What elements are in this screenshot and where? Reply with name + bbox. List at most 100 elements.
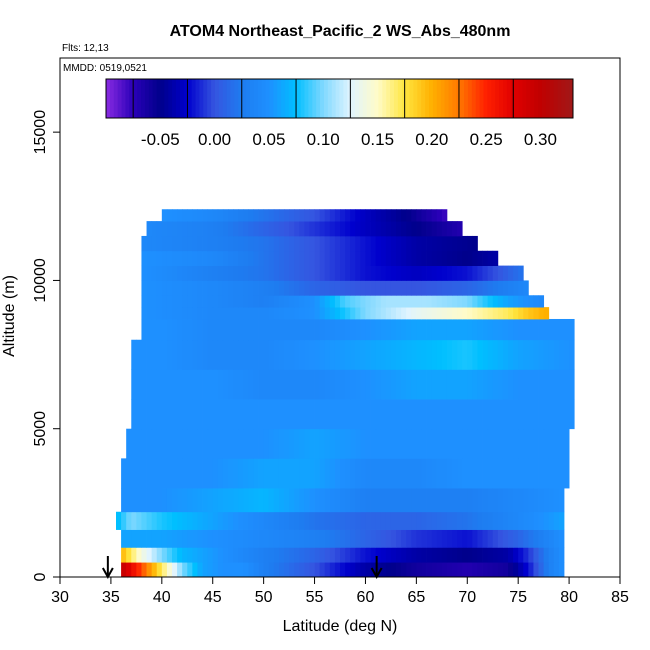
heatmap-cell [441, 547, 448, 563]
heatmap-cell [452, 428, 458, 459]
heatmap-cell [228, 295, 234, 308]
heatmap-cell [334, 318, 341, 341]
heatmap-cell [182, 280, 188, 296]
heatmap-cell [217, 280, 224, 296]
colorbar-swatch [242, 79, 247, 118]
heatmap-cell [166, 511, 173, 530]
heatmap-cell [243, 369, 249, 400]
heatmap-cell [141, 428, 147, 459]
heatmap-cell [202, 295, 209, 308]
heatmap-cell [192, 250, 198, 266]
heatmap-cell [360, 369, 366, 400]
heatmap-cell [141, 307, 147, 320]
heatmap-cell [166, 369, 173, 400]
heatmap-cell [477, 488, 483, 513]
heatmap-cell [248, 458, 254, 489]
heatmap-cell [477, 399, 483, 430]
heatmap-cell [299, 511, 305, 530]
heatmap-cell [365, 488, 371, 513]
heatmap-cell [294, 369, 300, 400]
heatmap-cell [411, 221, 417, 237]
heatmap-cell [202, 280, 209, 296]
heatmap-cell [467, 318, 473, 341]
heatmap-cell [416, 235, 422, 252]
heatmap-cell [472, 295, 478, 308]
heatmap-cell [182, 339, 188, 370]
heatmap-cell [299, 280, 305, 296]
colorbar-swatch [133, 79, 138, 118]
heatmap-cell [533, 529, 539, 548]
heatmap-cell [192, 458, 198, 489]
heatmap-cell [146, 339, 153, 370]
heatmap-cell [390, 562, 397, 577]
heatmap-cell [396, 295, 402, 308]
heatmap-cell [156, 265, 163, 281]
heatmap-cell [492, 295, 499, 308]
heatmap-cell [355, 562, 361, 577]
heatmap-cell [355, 250, 361, 266]
heatmap-cell [462, 307, 468, 320]
heatmap-cell [324, 547, 331, 563]
heatmap-cell [487, 428, 494, 459]
heatmap-cell [182, 235, 188, 252]
heatmap-cell [309, 369, 315, 400]
heatmap-cell [558, 547, 565, 563]
heatmap-cell [187, 265, 193, 281]
heatmap-cell [187, 428, 193, 459]
heatmap-cell [156, 235, 163, 252]
heatmap-cell [390, 221, 397, 237]
heatmap-cell [131, 511, 137, 530]
heatmap-cell [355, 369, 361, 400]
heatmap-cell [497, 307, 504, 320]
heatmap-cell [360, 265, 366, 281]
heatmap-cell [151, 399, 158, 430]
heatmap-cell [258, 295, 265, 308]
heatmap-cell [202, 458, 209, 489]
heatmap-cell [523, 399, 529, 430]
heatmap-cell [172, 428, 178, 459]
x-tick-label: 60 [357, 589, 375, 606]
heatmap-cell [263, 339, 270, 370]
colorbar-swatch [316, 79, 321, 118]
heatmap-cell [324, 458, 331, 489]
heatmap-cell [253, 318, 259, 341]
heatmap-cell [243, 547, 249, 563]
heatmap-cell [141, 547, 147, 563]
heatmap-cell [538, 547, 545, 563]
heatmap-cell [309, 547, 315, 563]
heatmap-cell [441, 235, 448, 252]
heatmap-cell [217, 209, 224, 222]
heatmap-cell [548, 339, 555, 370]
heatmap-cell [238, 488, 244, 513]
heatmap-cell [396, 307, 402, 320]
heatmap-cell [177, 295, 183, 308]
heatmap-cell [294, 307, 300, 320]
heatmap-cell [243, 295, 249, 308]
heatmap-cell [294, 250, 300, 266]
heatmap-cell [278, 488, 285, 513]
heatmap-cell [284, 511, 290, 530]
heatmap-cell [380, 399, 387, 430]
heatmap-cell [416, 221, 422, 237]
heatmap-cell [314, 529, 321, 548]
heatmap-cell [319, 399, 326, 430]
heatmap-cell [482, 547, 489, 563]
y-tick-label: 5000 [32, 411, 49, 447]
heatmap-cell [268, 235, 275, 252]
heatmap-cell [212, 428, 219, 459]
heatmap-cell [345, 562, 351, 577]
heatmap-cell [217, 428, 224, 459]
heatmap-cell [212, 369, 219, 400]
heatmap-cell [401, 488, 407, 513]
heatmap-cell [502, 529, 509, 548]
heatmap-cell [497, 369, 504, 400]
heatmap-cell [375, 221, 382, 237]
heatmap-cell [263, 318, 270, 341]
heatmap-cell [452, 250, 458, 266]
heatmap-cell [161, 339, 168, 370]
heatmap-cell [345, 265, 351, 281]
heatmap-cell [263, 250, 270, 266]
heatmap-cell [121, 511, 127, 530]
colorbar-swatch [141, 79, 146, 118]
heatmap-cell [207, 369, 214, 400]
